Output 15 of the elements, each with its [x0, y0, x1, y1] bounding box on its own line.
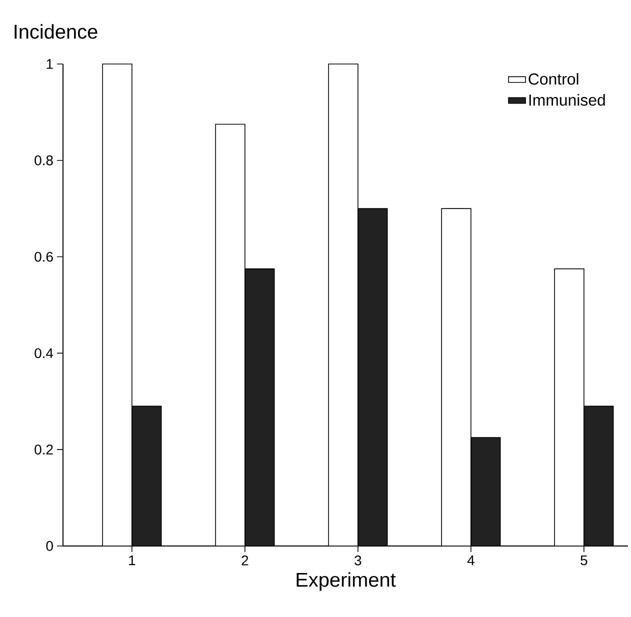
x-tick-label: 2: [242, 555, 248, 566]
x-tick-label: 5: [580, 556, 588, 566]
legend-label: Immunised: [529, 94, 605, 106]
x-axis-title: Experiment: [296, 572, 396, 591]
y-axis-title: Incidence: [14, 24, 98, 39]
y-tick-label: 0.6: [34, 252, 53, 262]
x-tick-label: 4: [467, 556, 474, 566]
legend-label: Control: [528, 72, 578, 85]
y-tick-label: 0.8: [34, 155, 53, 166]
y-tick-label: 0: [46, 541, 53, 551]
y-tick-label: 0.2: [34, 444, 53, 455]
y-tick-label: 0.4: [34, 348, 54, 358]
y-tick-label: 1: [46, 59, 53, 69]
x-tick-label: 3: [354, 555, 362, 566]
x-tick-label: 1: [129, 556, 136, 566]
